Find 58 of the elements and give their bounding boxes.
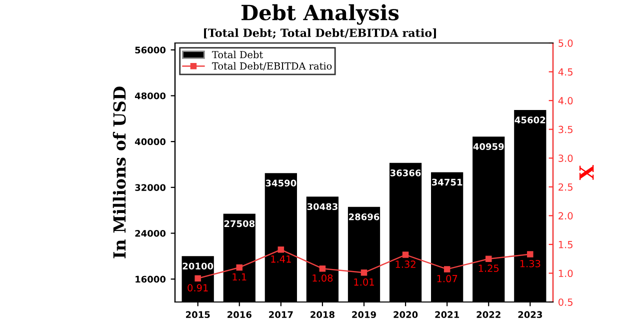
- point: [527, 251, 534, 258]
- data-label: 20100: [182, 262, 214, 270]
- y2-axis-title: X: [579, 164, 594, 180]
- chart-subtitle: [Total Debt; Total Debt/EBITDA ratio]: [204, 28, 436, 39]
- data-label: 30483: [307, 203, 338, 210]
- point: [236, 264, 243, 271]
- data-label: 1.01: [354, 278, 374, 286]
- data-label: 1.08: [312, 274, 333, 282]
- y2-tick-label: 1.0: [558, 270, 573, 278]
- y2-tick-label: 5.0: [558, 39, 573, 47]
- data-label: 40959: [473, 143, 504, 150]
- data-label: 34751: [432, 178, 462, 186]
- data-label: 1.1: [232, 273, 246, 280]
- x-tick-label: 2020: [394, 311, 418, 318]
- x-tick-label: 2017: [269, 311, 293, 318]
- y-tick-label: 56000: [135, 46, 166, 54]
- x-tick-label: 2018: [310, 311, 334, 318]
- y2-tick-label: 4.5: [558, 68, 572, 76]
- y2-tick-label: 2.0: [558, 212, 573, 220]
- point: [360, 270, 368, 276]
- data-label: 1.07: [437, 274, 458, 282]
- y-tick-label: 16000: [136, 276, 166, 283]
- x-tick-label: 2023: [518, 311, 542, 318]
- x-tick-label: 2015: [186, 311, 210, 318]
- data-label: 1.33: [520, 260, 540, 268]
- legend-label: Total Debt/EBITDA ratio: [212, 62, 332, 70]
- y2-tick-label: 0.5: [558, 298, 572, 306]
- point: [444, 266, 450, 272]
- data-label: 0.91: [188, 284, 208, 292]
- data-label: 34590: [266, 180, 296, 186]
- y2-tick-label: 3.0: [558, 154, 573, 162]
- y-tick-label: 24000: [135, 230, 166, 237]
- y2-tick-label: 4.0: [558, 97, 573, 104]
- point: [194, 275, 201, 282]
- y-tick-label: 48000: [134, 92, 166, 100]
- y2-tick-label: 2.5: [558, 183, 572, 191]
- y-tick-label: 40000: [134, 138, 166, 146]
- x-tick-label: 2019: [352, 311, 376, 318]
- point: [319, 265, 326, 272]
- data-label: 28696: [349, 213, 380, 220]
- data-label: 36366: [390, 169, 421, 176]
- x-tick-label: 2021: [435, 311, 460, 318]
- data-label: 1.25: [478, 264, 499, 272]
- chart-title: Debt Analysis: [241, 4, 399, 25]
- y-tick-label: 32000: [135, 184, 166, 191]
- data-label: 45602: [514, 116, 546, 124]
- data-label: 1.41: [271, 255, 291, 263]
- y2-tick-label: 1.5: [558, 241, 572, 248]
- point: [485, 256, 492, 262]
- point: [402, 252, 409, 258]
- data-label: 1.32: [396, 260, 416, 268]
- y2-tick-label: 3.5: [558, 126, 572, 134]
- point: [278, 246, 284, 253]
- y-axis-title: In Millions of USD: [112, 86, 126, 258]
- legend-label: Total Debt: [212, 50, 264, 58]
- data-label: 27508: [224, 220, 255, 228]
- x-tick-label: 2016: [228, 311, 252, 318]
- x-tick-label: 2022: [476, 311, 500, 318]
